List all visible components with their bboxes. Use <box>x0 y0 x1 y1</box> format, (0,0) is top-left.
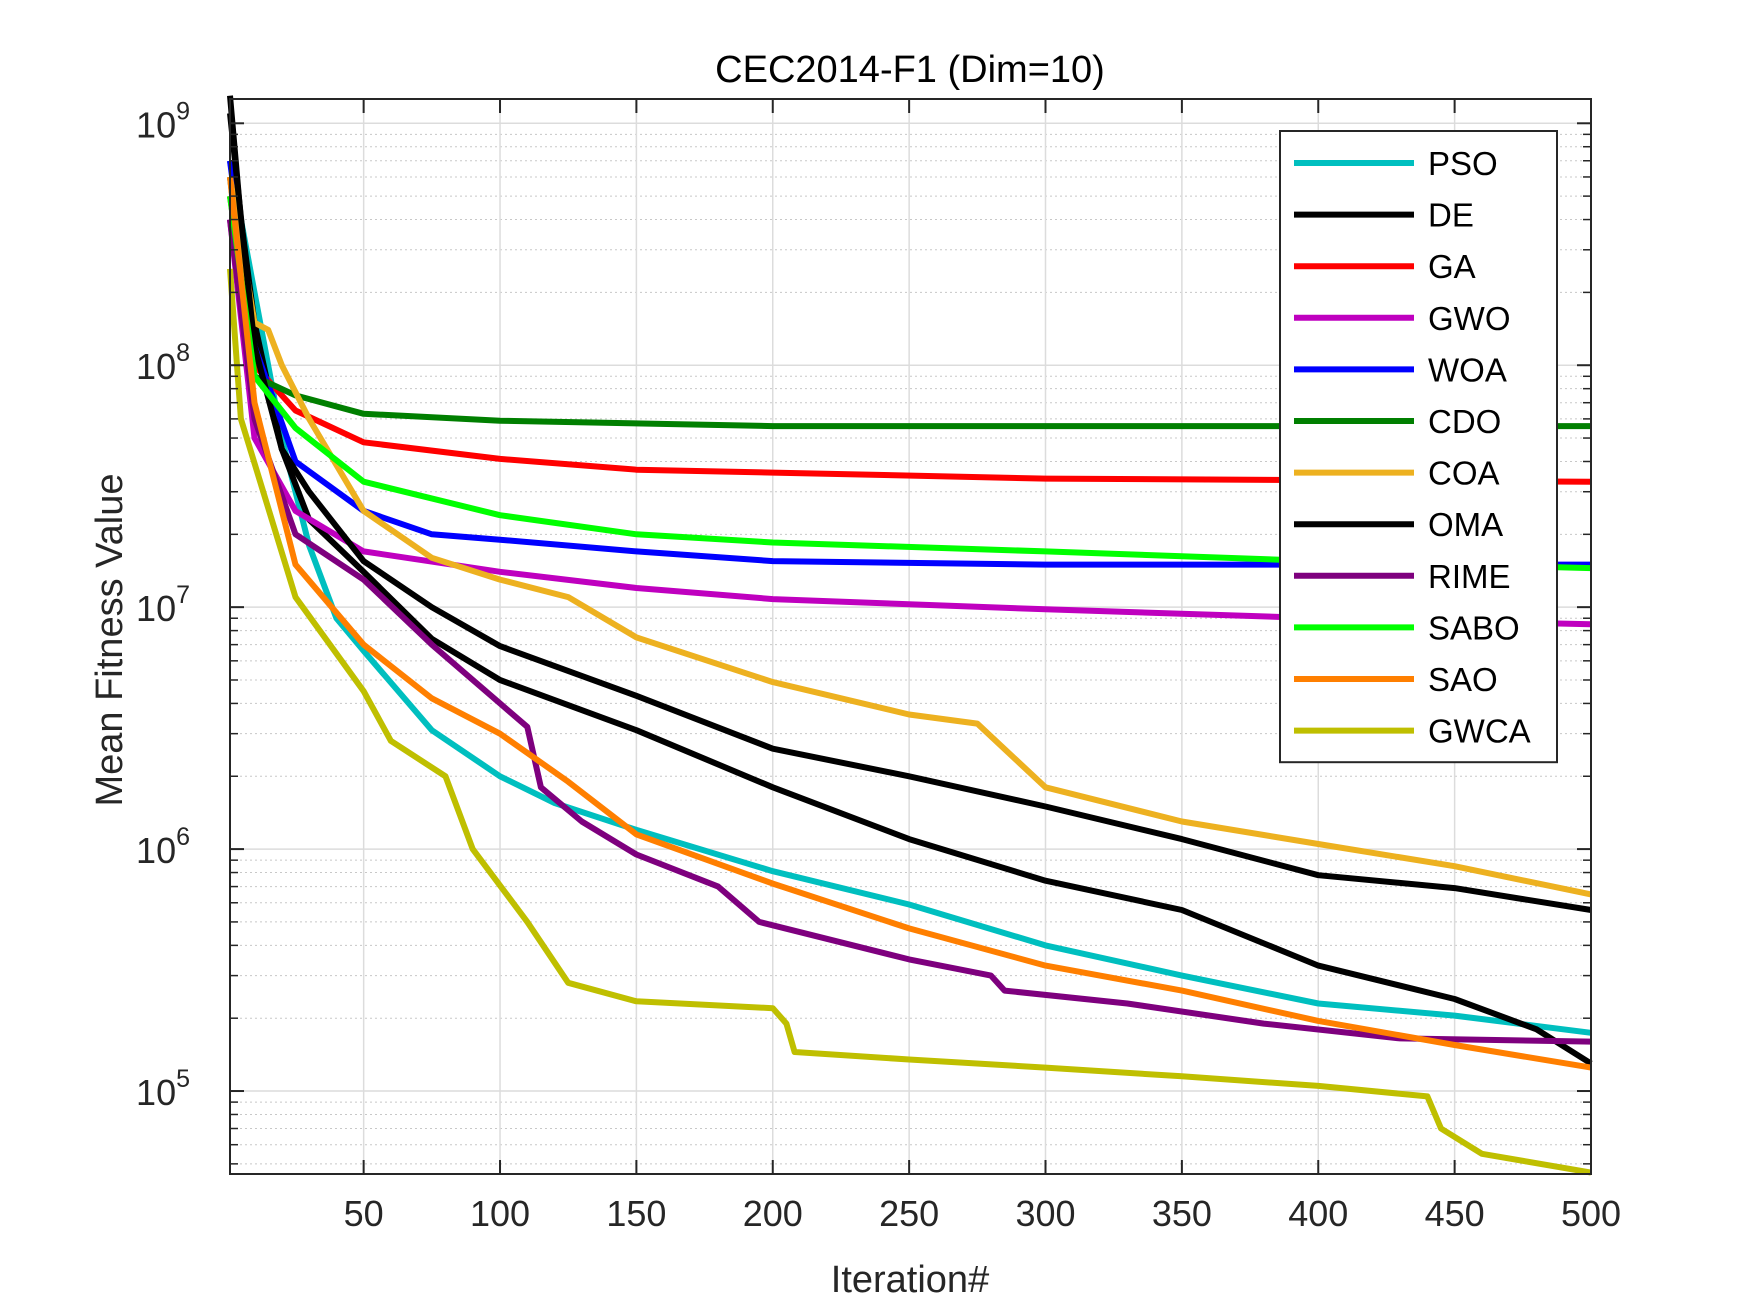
x-tick-label: 300 <box>1015 1193 1075 1234</box>
legend: PSO DE GA GWO WOA CDO COA OMA RIME SABO SAO GWCA <box>1279 130 1558 764</box>
legend-label-oma: OMA <box>1428 506 1503 543</box>
legend-label-woa: WOA <box>1428 351 1507 388</box>
series-line-sabo <box>227 195 1592 572</box>
x-tick-label: 100 <box>470 1193 530 1234</box>
legend-label-cdo: CDO <box>1428 403 1501 440</box>
legend-label-pso: PSO <box>1428 145 1498 182</box>
axis-ticks: 50 100 150 200 250 300 350 400 450 500 105 106 107 10… <box>136 97 1621 1234</box>
legend-label-gwca: GWCA <box>1428 713 1531 750</box>
legend-label-de: DE <box>1428 197 1474 234</box>
y-tick-label: 108 <box>136 339 190 387</box>
series-line-rime <box>227 219 1592 1045</box>
legend-label-ga: GA <box>1428 248 1476 285</box>
legend-label-sabo: SABO <box>1428 609 1520 646</box>
legend-label-coa: COA <box>1428 455 1500 492</box>
series-line-gwca <box>227 268 1592 1176</box>
legend-label-gwo: GWO <box>1428 300 1510 337</box>
x-tick-label: 450 <box>1425 1193 1485 1234</box>
x-axis-label: Iteration# <box>831 1259 989 1301</box>
chart-title: CEC2014-F1 (Dim=10) <box>715 49 1105 91</box>
x-tick-label: 250 <box>879 1193 939 1234</box>
x-tick-label: 500 <box>1561 1193 1621 1234</box>
series-lines <box>227 95 1593 1176</box>
series-line-oma <box>227 112 1592 913</box>
x-tick-label: 350 <box>1152 1193 1212 1234</box>
y-axis-label: Mean Fitness Value <box>89 473 131 806</box>
x-tick-label: 200 <box>743 1193 803 1234</box>
y-tick-label: 105 <box>136 1065 190 1113</box>
series-line-sao <box>227 176 1592 1071</box>
legend-box <box>1279 130 1558 764</box>
y-tick-label: 107 <box>136 581 190 629</box>
legend-label-sao: SAO <box>1428 661 1498 698</box>
x-tick-label: 50 <box>344 1193 384 1234</box>
y-tick-label: 106 <box>136 823 190 871</box>
legend-label-rime: RIME <box>1428 558 1511 595</box>
y-tick-label: 109 <box>136 97 190 145</box>
x-tick-label: 400 <box>1288 1193 1348 1234</box>
series-line-pso <box>227 160 1592 1036</box>
x-tick-label: 150 <box>606 1193 666 1234</box>
series-line-coa <box>227 176 1592 898</box>
plot-frame <box>229 98 1592 1175</box>
